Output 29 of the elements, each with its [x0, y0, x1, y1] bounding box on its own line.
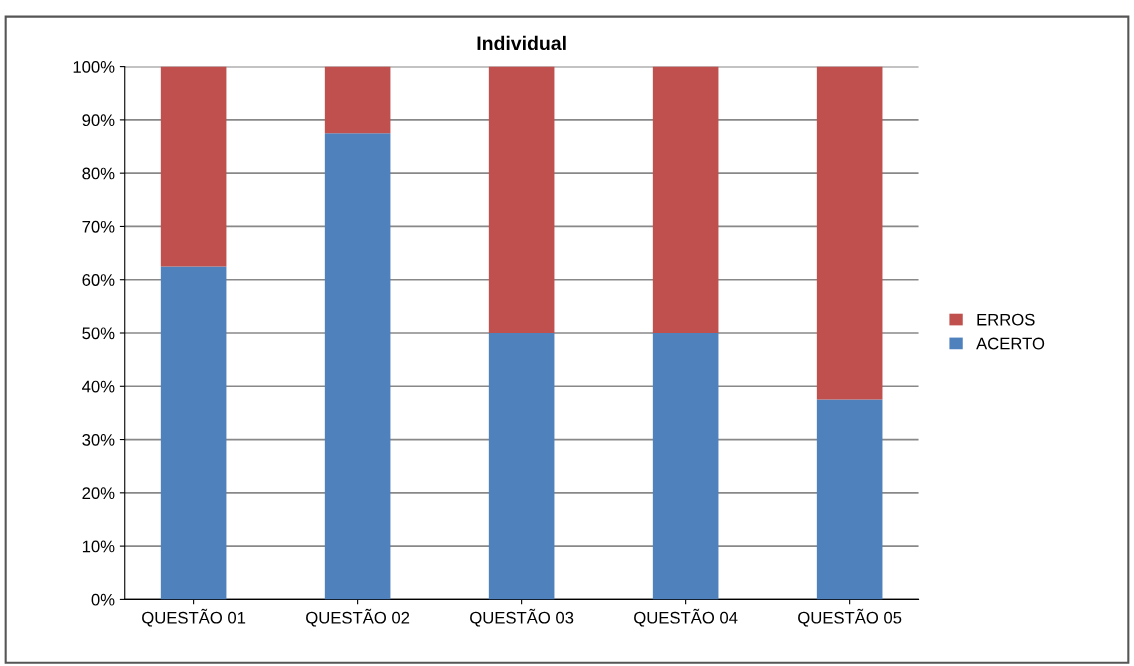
x-tick-label: QUESTÃO 02	[306, 608, 410, 627]
y-tick-label: 40%	[82, 380, 115, 393]
bar	[324, 133, 391, 600]
y-tick-label: 60%	[82, 274, 115, 286]
bar	[652, 66, 719, 333]
bar	[160, 266, 227, 600]
legend-label: ERROS	[977, 313, 1035, 326]
bar	[324, 66, 391, 134]
y-tick-label: 100%	[73, 61, 115, 73]
chart-title: Individual	[477, 35, 566, 51]
bar	[652, 333, 719, 600]
y-tick-label: 70%	[82, 220, 115, 233]
legend-label: ACERTO	[976, 337, 1045, 350]
y-tick-label: 10%	[82, 540, 115, 553]
y-tick-label: 80%	[82, 167, 115, 180]
y-tick-label: 0%	[91, 593, 115, 606]
bar	[816, 399, 883, 600]
bar	[488, 66, 555, 333]
bar	[488, 333, 555, 600]
y-tick-label: 90%	[82, 114, 115, 127]
y-tick-label: 30%	[82, 433, 115, 446]
x-tick-label: QUESTÃO 04	[634, 608, 738, 627]
bar	[160, 66, 227, 267]
x-tick-label: QUESTÃO 03	[470, 608, 574, 627]
x-tick-label: QUESTÃO 05	[798, 608, 902, 627]
x-tick-label: QUESTÃO 01	[142, 608, 246, 627]
y-tick-label: 50%	[82, 327, 115, 340]
bar	[816, 66, 883, 400]
y-tick-label: 20%	[82, 487, 115, 500]
